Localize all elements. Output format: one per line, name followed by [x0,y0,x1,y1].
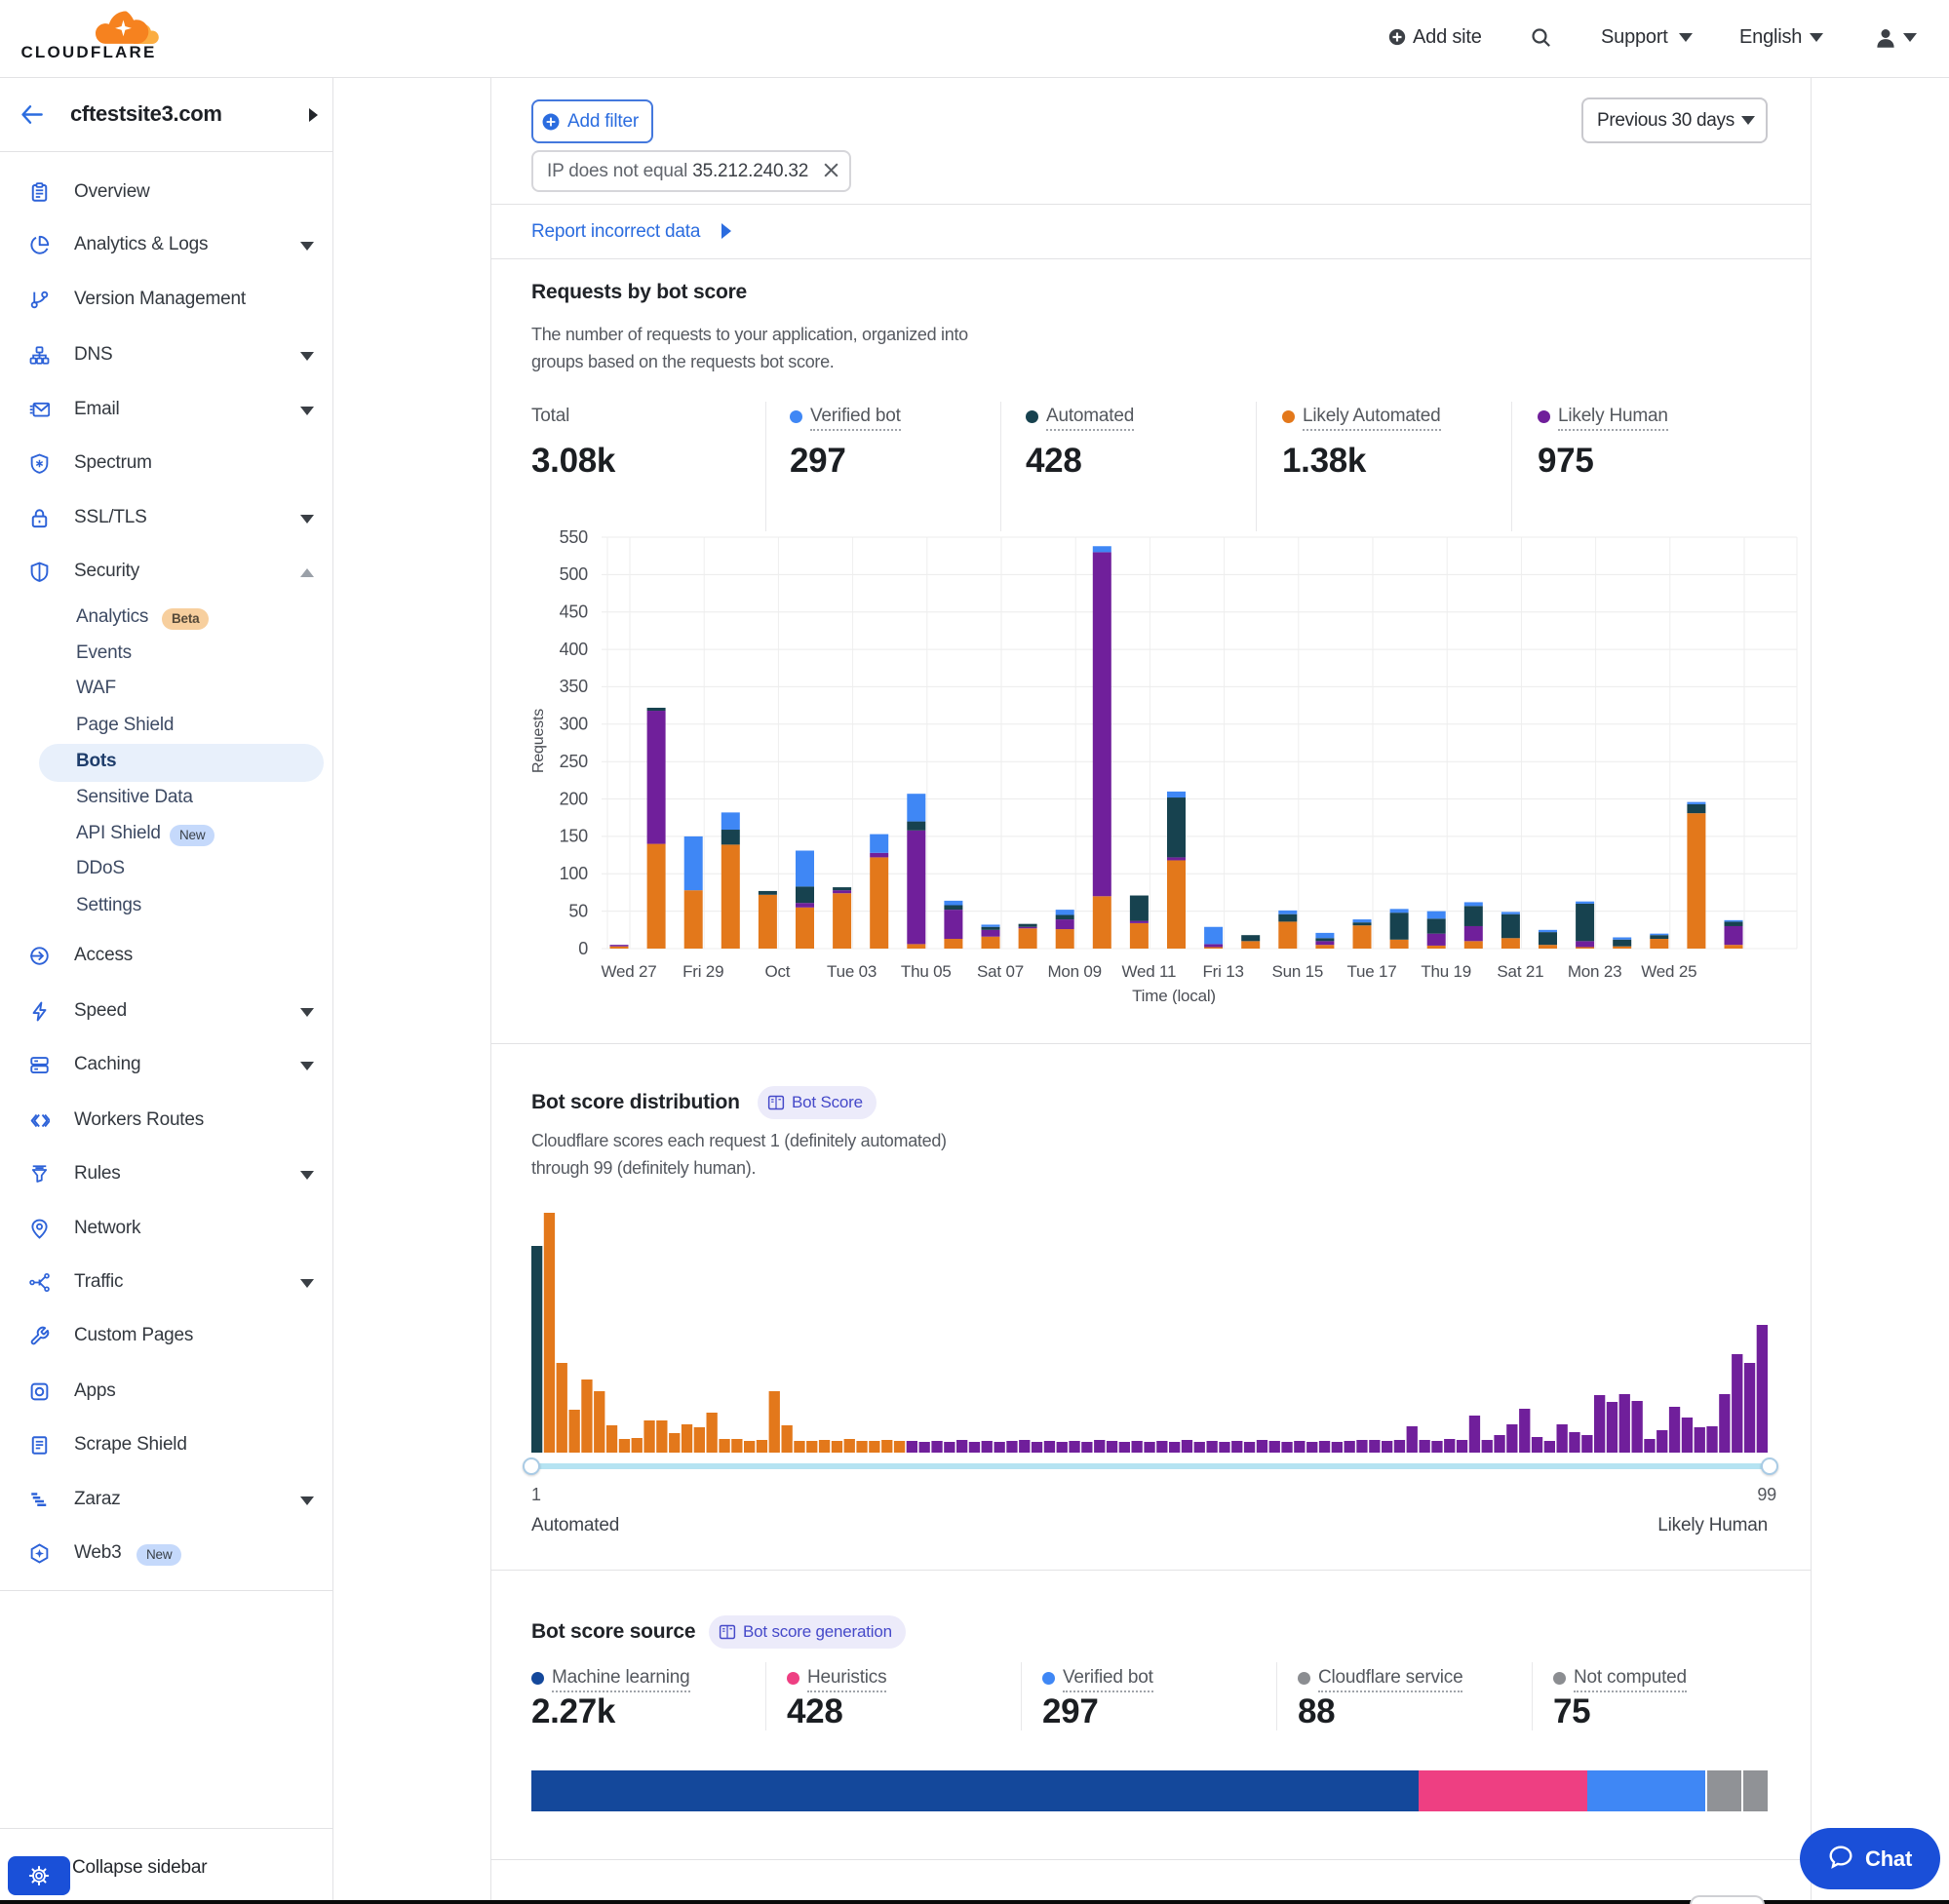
svg-text:450: 450 [560,602,589,621]
svg-text:550: 550 [560,527,589,547]
svg-text:Wed 11: Wed 11 [1121,962,1176,981]
svg-text:Time (local): Time (local) [1132,987,1216,1004]
svg-text:Requests: Requests [530,709,547,773]
svg-text:Sun 15: Sun 15 [1271,962,1323,981]
svg-text:150: 150 [560,827,589,846]
svg-text:350: 350 [560,677,589,696]
svg-text:400: 400 [560,640,589,659]
svg-text:500: 500 [560,564,589,584]
svg-text:Tue 03: Tue 03 [827,962,877,981]
svg-text:Thu 19: Thu 19 [1421,962,1471,981]
svg-text:Fri 29: Fri 29 [682,962,723,981]
svg-text:300: 300 [560,715,589,734]
svg-text:0: 0 [578,939,588,958]
svg-text:Mon 09: Mon 09 [1047,962,1102,981]
svg-text:Wed 27: Wed 27 [601,962,656,981]
svg-text:Oct: Oct [764,962,790,981]
svg-text:Thu 05: Thu 05 [901,962,952,981]
svg-text:Sat 07: Sat 07 [977,962,1024,981]
svg-text:Wed 25: Wed 25 [1641,962,1696,981]
svg-text:Fri 13: Fri 13 [1202,962,1243,981]
svg-text:200: 200 [560,789,589,808]
svg-text:250: 250 [560,752,589,771]
svg-text:Tue 17: Tue 17 [1346,962,1396,981]
svg-text:100: 100 [560,864,589,883]
svg-text:50: 50 [568,901,588,920]
svg-text:Sat 21: Sat 21 [1497,962,1543,981]
svg-text:Mon 23: Mon 23 [1568,962,1622,981]
